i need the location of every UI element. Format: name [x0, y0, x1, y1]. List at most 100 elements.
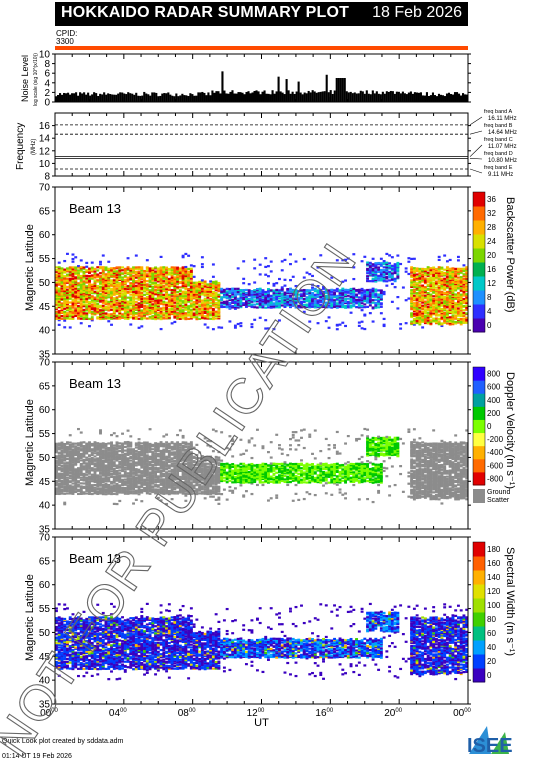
- power-cell: [261, 290, 265, 293]
- power-cell: [184, 277, 188, 280]
- power-cell: [154, 274, 158, 278]
- power-cell: [121, 313, 124, 316]
- power-cell: [189, 283, 193, 286]
- power-cell: [418, 311, 422, 315]
- velocity-cell: [60, 490, 64, 493]
- power-cell: [440, 322, 444, 325]
- power-cell: [239, 300, 243, 303]
- power-cell: [104, 268, 108, 272]
- power-cell: [178, 289, 182, 292]
- power-cell: [206, 326, 210, 329]
- power-cell: [184, 281, 188, 284]
- power-cell: [129, 273, 133, 276]
- power-cell: [368, 288, 372, 291]
- velocity-cell: [93, 478, 97, 481]
- power-cell: [250, 297, 254, 300]
- power-colorbar-tick: 36: [487, 195, 496, 204]
- velocity-cell: [74, 445, 78, 448]
- power-cell: [423, 320, 427, 323]
- power-cell: [247, 289, 251, 292]
- velocity-cell: [112, 477, 116, 480]
- power-cell: [187, 307, 191, 310]
- power-cell: [319, 292, 323, 295]
- power-cell: [222, 288, 226, 292]
- power-cell: [429, 304, 433, 307]
- freq-band-value: 11.07 MHz: [488, 144, 517, 150]
- power-cell: [101, 310, 105, 313]
- velocity-cell: [99, 484, 102, 487]
- velocity-cell: [71, 456, 75, 459]
- power-cell: [99, 294, 102, 297]
- power-cell: [104, 275, 108, 278]
- power-cell: [211, 283, 215, 286]
- power-cell: [176, 274, 180, 277]
- power-cell: [112, 271, 116, 274]
- velocity-cell: [60, 453, 64, 457]
- power-cell: [437, 279, 441, 282]
- noise-bar: [163, 93, 166, 102]
- power-cell: [324, 291, 328, 295]
- power-cell: [451, 292, 455, 295]
- power-cell: [415, 277, 419, 280]
- power-cell: [278, 302, 281, 305]
- noise-ytick-label: 8: [44, 59, 50, 70]
- velocity-cell: [104, 442, 108, 446]
- power-cell: [338, 299, 342, 302]
- power-cell: [148, 304, 152, 308]
- power-cell: [445, 296, 449, 299]
- noise-bar: [193, 95, 196, 102]
- velocity-cell: [74, 453, 78, 457]
- power-cell: [289, 279, 292, 282]
- power-cell: [209, 291, 213, 294]
- power-cell: [93, 297, 97, 300]
- power-cell: [451, 287, 455, 290]
- velocity-cell: [71, 478, 75, 481]
- power-cell: [101, 284, 105, 287]
- power-cell: [173, 309, 177, 312]
- power-cell: [437, 298, 441, 302]
- power-cell: [90, 308, 94, 311]
- power-cell: [255, 293, 259, 296]
- power-cell: [368, 266, 372, 269]
- power-cell: [244, 295, 248, 299]
- power-cell: [448, 306, 452, 309]
- velocity-cell: [90, 453, 94, 457]
- power-cell: [286, 296, 290, 299]
- power-cell: [99, 312, 102, 316]
- power-cell: [71, 311, 75, 314]
- power-cell: [363, 293, 367, 296]
- power-cell: [110, 297, 113, 300]
- power-cell: [132, 298, 135, 301]
- power-cell: [280, 301, 284, 304]
- power-cell: [371, 267, 375, 270]
- power-cell: [181, 296, 185, 299]
- velocity-cell: [74, 450, 78, 454]
- power-cell: [275, 282, 279, 285]
- power-cell: [148, 296, 152, 299]
- power-cell: [269, 294, 273, 297]
- power-colorbar-tick: 16: [487, 265, 496, 274]
- velocity-cell: [99, 442, 102, 445]
- noise-bar: [73, 93, 76, 102]
- power-cell: [123, 289, 127, 292]
- power-cell: [217, 302, 221, 305]
- power-cell: [379, 264, 383, 268]
- power-cell: [148, 276, 152, 279]
- velocity-cell: [126, 490, 130, 493]
- power-cell: [118, 304, 122, 307]
- power-cell: [93, 290, 97, 293]
- power-cell: [448, 322, 452, 325]
- velocity-cell: [85, 446, 89, 450]
- power-cell: [170, 280, 174, 283]
- power-cell: [57, 270, 61, 273]
- velocity-cell: [60, 450, 64, 453]
- power-cell: [173, 311, 177, 315]
- power-cell: [88, 269, 91, 272]
- power-cell: [162, 296, 166, 299]
- power-cell: [423, 314, 427, 317]
- power-cell: [258, 316, 262, 319]
- power-cell: [379, 262, 383, 265]
- power-cell: [63, 287, 67, 290]
- power-cell: [434, 286, 438, 289]
- power-cell: [123, 271, 127, 275]
